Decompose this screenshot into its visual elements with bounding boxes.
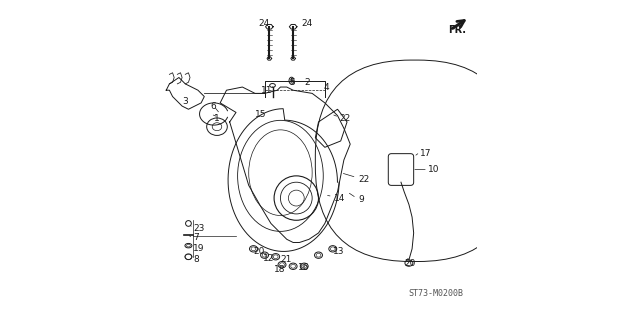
Text: 14: 14 bbox=[334, 194, 346, 203]
Text: 20: 20 bbox=[404, 259, 415, 268]
Text: 11: 11 bbox=[261, 86, 273, 95]
Text: 21: 21 bbox=[280, 255, 292, 264]
Text: ST73-M0200B: ST73-M0200B bbox=[408, 289, 463, 298]
Text: 7: 7 bbox=[193, 233, 199, 242]
Text: 18: 18 bbox=[274, 265, 285, 274]
Text: 10: 10 bbox=[428, 165, 440, 174]
Text: 19: 19 bbox=[193, 244, 204, 253]
Text: 16: 16 bbox=[298, 263, 310, 272]
Text: 22: 22 bbox=[339, 114, 350, 123]
Text: 12: 12 bbox=[263, 254, 275, 263]
Text: 1: 1 bbox=[214, 114, 220, 123]
Text: 20: 20 bbox=[254, 247, 265, 257]
Text: 2: 2 bbox=[304, 78, 310, 87]
Text: 4: 4 bbox=[323, 83, 329, 92]
Text: 15: 15 bbox=[255, 109, 266, 118]
Text: 9: 9 bbox=[358, 195, 364, 204]
Text: 6: 6 bbox=[211, 101, 217, 111]
Text: 5: 5 bbox=[289, 78, 295, 87]
Text: 22: 22 bbox=[358, 174, 369, 184]
Text: 3: 3 bbox=[182, 97, 188, 106]
Text: FR.: FR. bbox=[448, 25, 466, 35]
Text: 24: 24 bbox=[258, 19, 269, 28]
Text: 8: 8 bbox=[193, 255, 199, 264]
Text: 17: 17 bbox=[420, 149, 431, 158]
Text: 13: 13 bbox=[333, 247, 344, 257]
Text: 23: 23 bbox=[193, 224, 204, 233]
Text: 24: 24 bbox=[301, 19, 312, 28]
